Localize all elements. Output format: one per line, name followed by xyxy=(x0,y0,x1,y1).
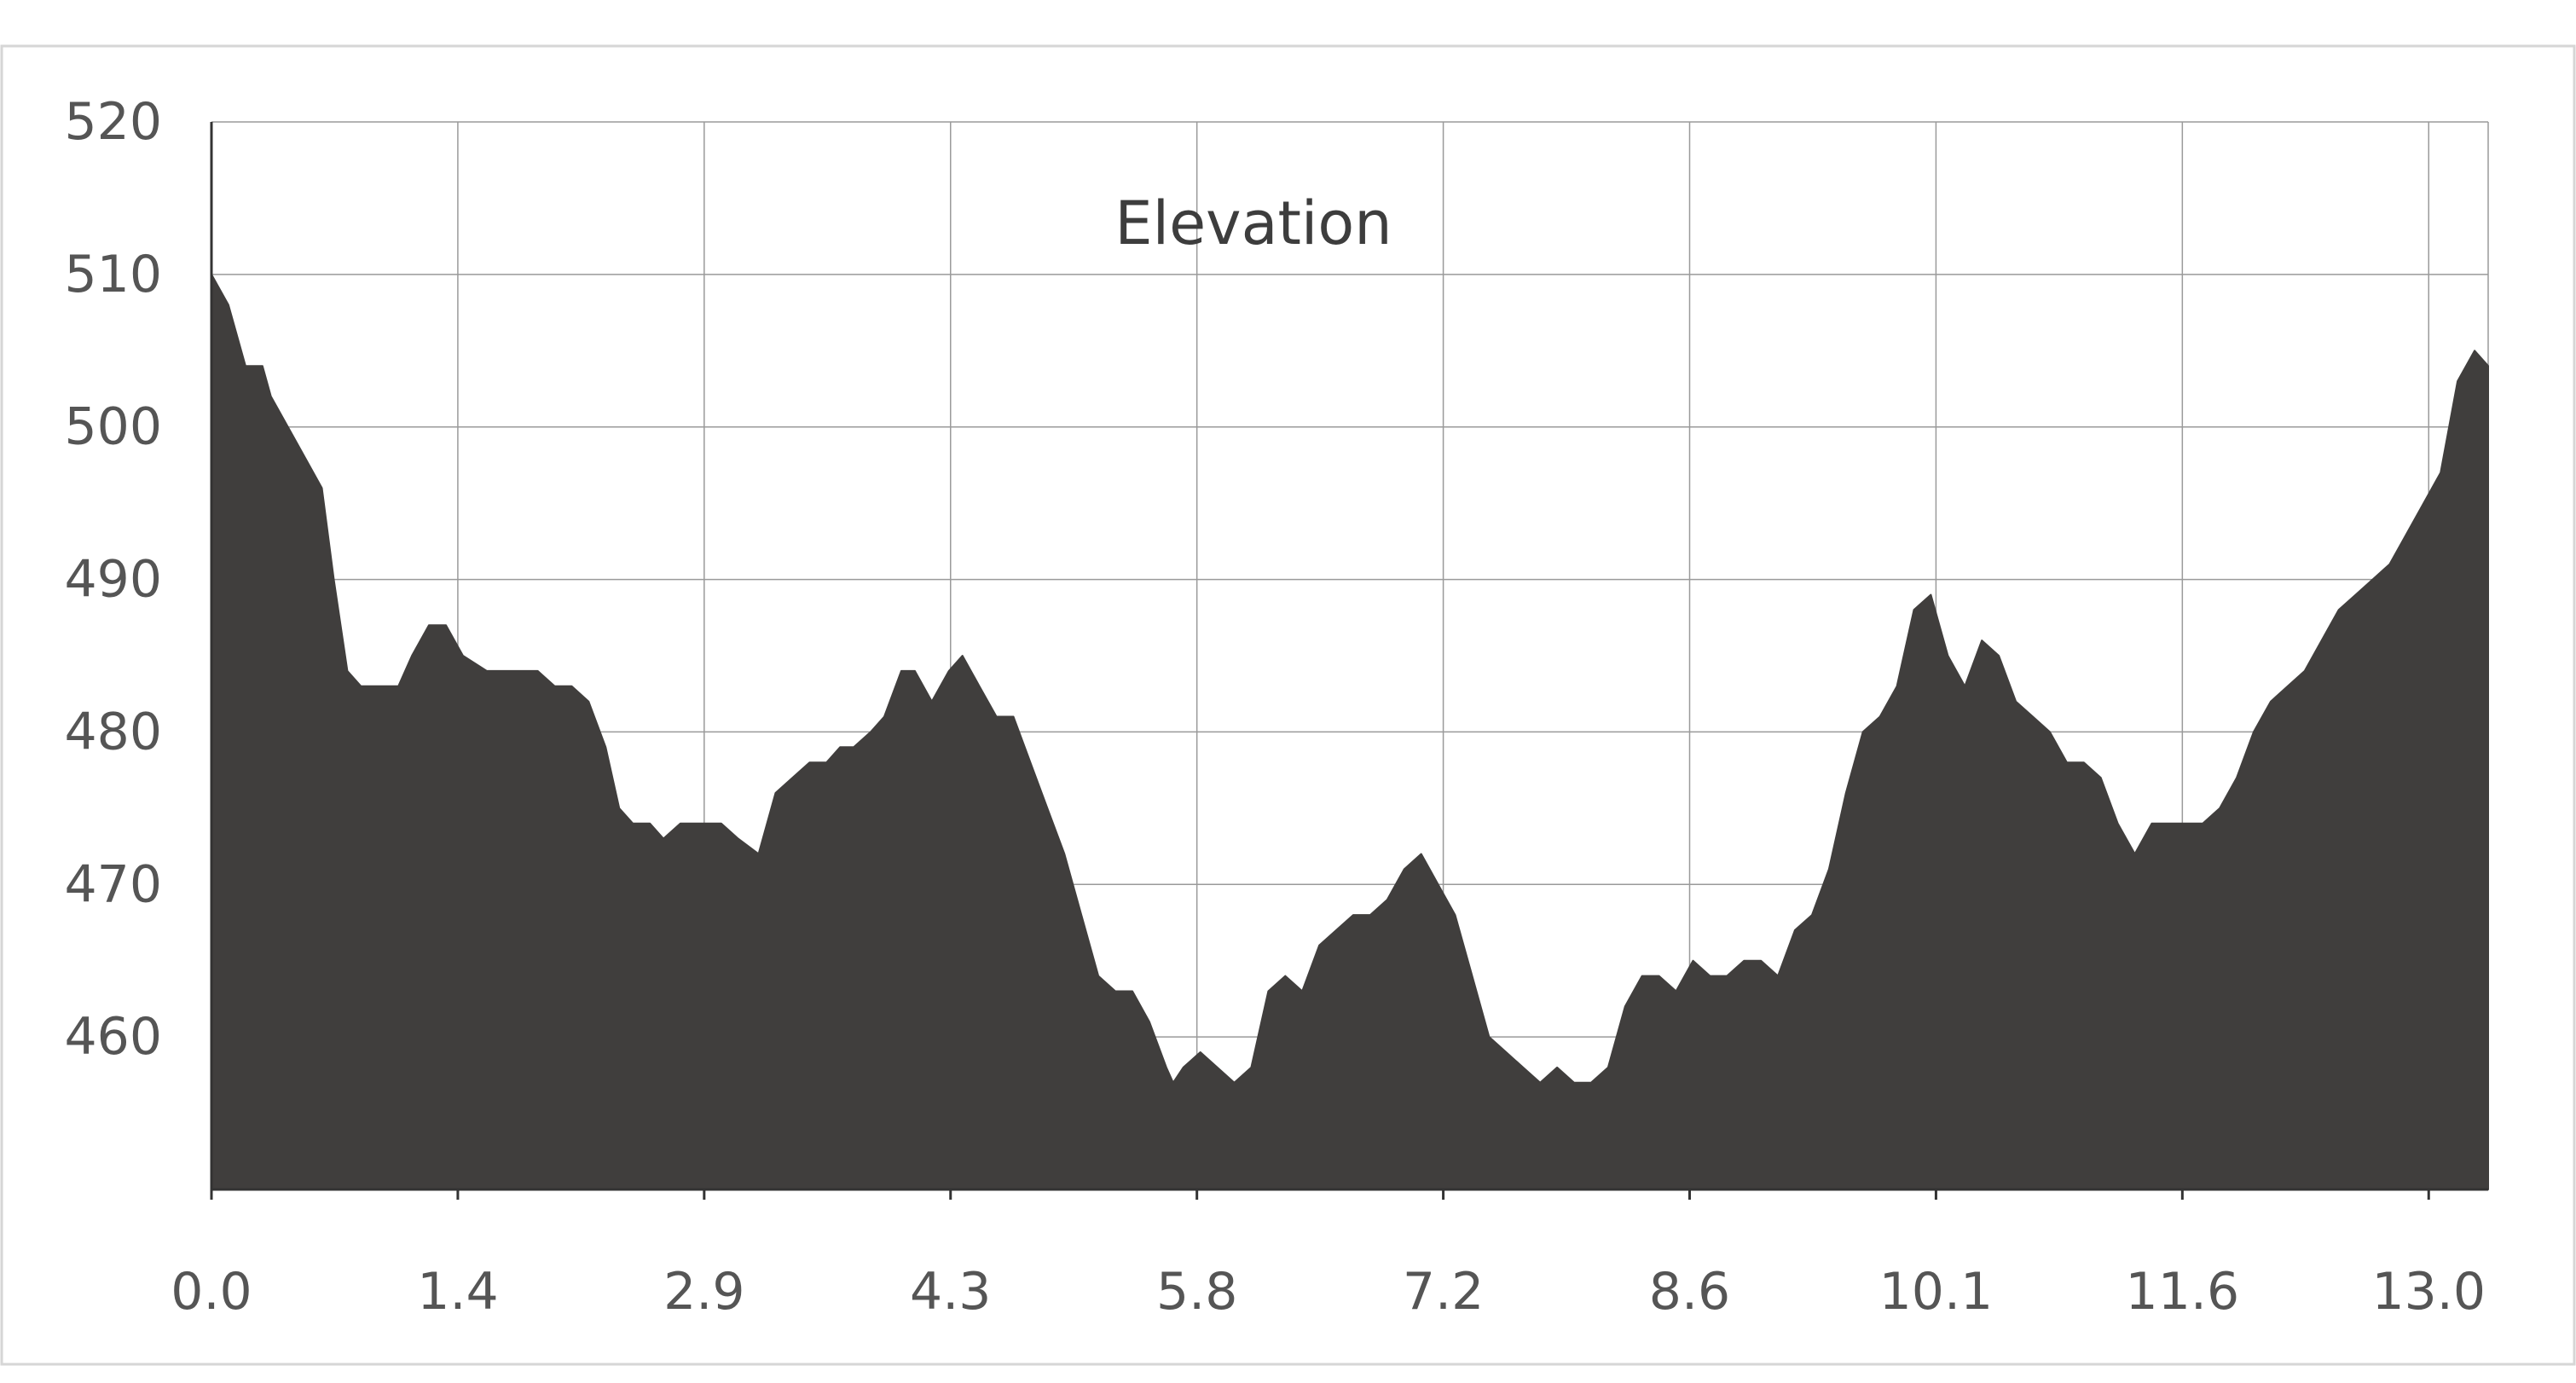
y-tick-label: 500 xyxy=(64,397,162,457)
x-tick-label: 8.6 xyxy=(1649,1262,1730,1322)
y-tick-label: 510 xyxy=(64,245,162,304)
x-tick-label: 1.4 xyxy=(417,1262,498,1322)
x-tick-label: 10.1 xyxy=(1879,1262,1994,1322)
area-layer xyxy=(211,273,2489,1190)
x-tick-label: 11.6 xyxy=(2126,1262,2240,1322)
y-tick-label: 470 xyxy=(64,854,162,914)
x-tick-label: 5.8 xyxy=(1156,1262,1237,1322)
elevation-area xyxy=(211,273,2489,1190)
x-tick-label: 7.2 xyxy=(1403,1262,1484,1322)
axes xyxy=(210,122,2488,1200)
y-tick-label: 460 xyxy=(64,1007,162,1067)
x-tick-label: 2.9 xyxy=(663,1262,744,1322)
x-tick-label: 13.0 xyxy=(2371,1262,2486,1322)
page-border xyxy=(0,44,2576,1366)
y-tick-label: 480 xyxy=(64,702,162,761)
chart-title: Elevation xyxy=(1114,188,1392,258)
x-tick-labels: 0.0 1.4 2.9 4.3 5.8 7.2 8.6 10.1 11.6 13.0 xyxy=(171,1262,2486,1322)
y-tick-label: 490 xyxy=(64,550,162,610)
y-tick-labels: 520 510 500 490 480 470 460 xyxy=(64,92,162,1067)
x-tick-label: 0.0 xyxy=(171,1262,252,1322)
y-tick-label: 520 xyxy=(64,92,162,152)
x-tick-label: 4.3 xyxy=(910,1262,991,1322)
